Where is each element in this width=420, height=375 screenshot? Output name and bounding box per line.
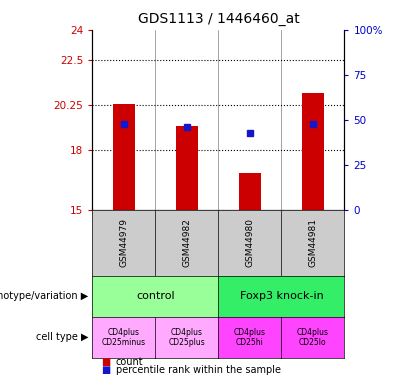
Text: control: control: [136, 291, 175, 301]
Text: GSM44979: GSM44979: [119, 218, 129, 267]
Bar: [176, 126, 198, 210]
Text: CD4plus
CD25hi: CD4plus CD25hi: [234, 328, 266, 347]
Text: CD4plus
CD25lo: CD4plus CD25lo: [297, 328, 329, 347]
Text: count: count: [116, 357, 143, 367]
Text: ■: ■: [101, 357, 110, 367]
Text: cell type ▶: cell type ▶: [36, 333, 88, 342]
Text: GSM44981: GSM44981: [308, 218, 318, 267]
Bar: [239, 173, 261, 210]
Text: CD4plus
CD25minus: CD4plus CD25minus: [102, 328, 146, 347]
Text: CD4plus
CD25plus: CD4plus CD25plus: [168, 328, 205, 347]
Text: genotype/variation ▶: genotype/variation ▶: [0, 291, 88, 301]
Text: Foxp3 knock-in: Foxp3 knock-in: [239, 291, 323, 301]
Title: GDS1113 / 1446460_at: GDS1113 / 1446460_at: [137, 12, 299, 26]
Text: GSM44980: GSM44980: [245, 218, 255, 267]
Text: percentile rank within the sample: percentile rank within the sample: [116, 365, 281, 375]
Text: GSM44982: GSM44982: [182, 218, 192, 267]
Bar: [113, 104, 135, 210]
Text: ■: ■: [101, 365, 110, 375]
Bar: [302, 93, 324, 210]
